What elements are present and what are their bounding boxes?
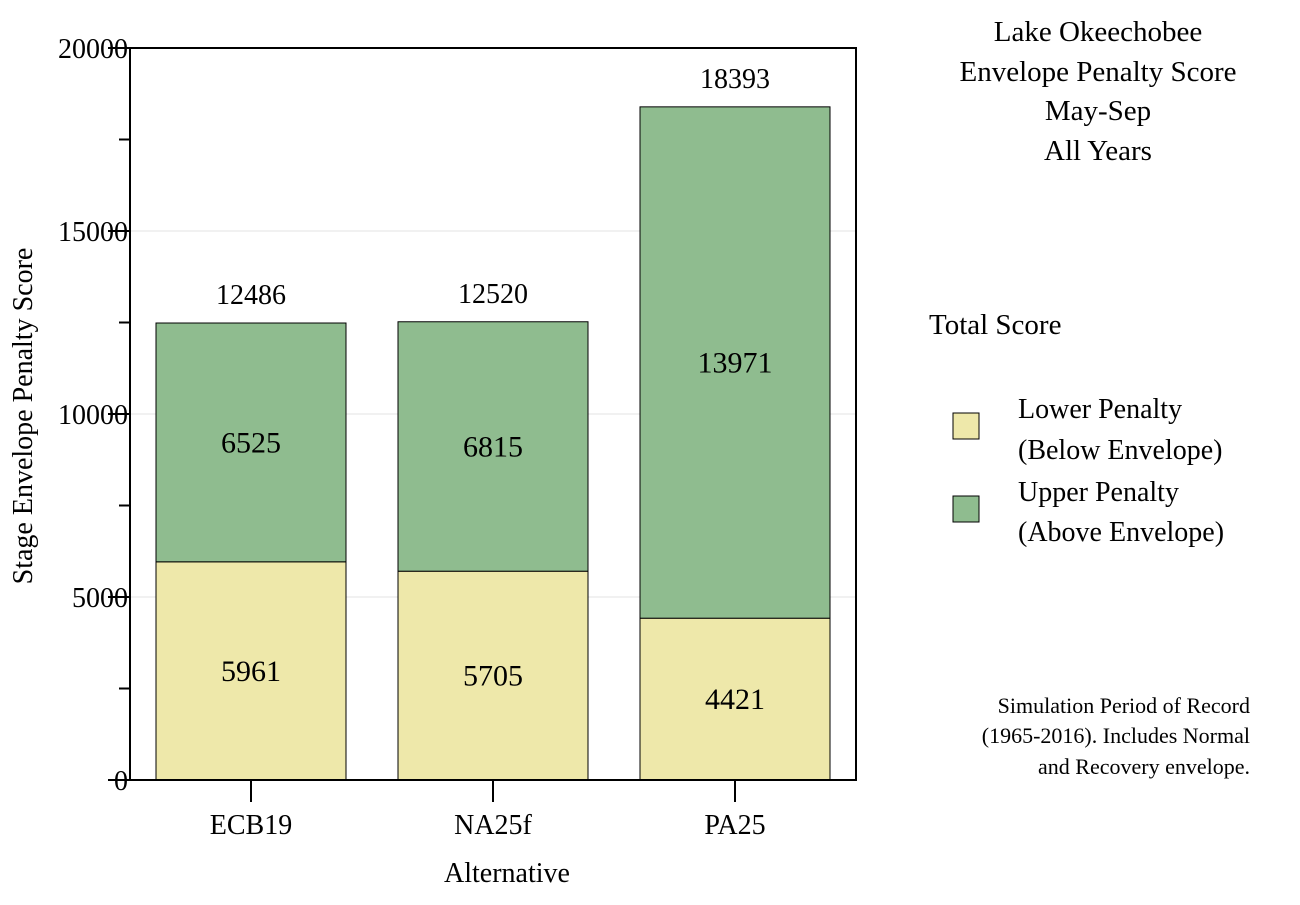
segment-label: 6815 — [463, 430, 523, 463]
legend-swatch-lower — [952, 412, 980, 440]
total-label: 12520 — [458, 279, 528, 310]
chart-title: Lake Okeechobee Envelope Penalty Score M… — [959, 16, 1236, 167]
segment-label: 5705 — [463, 660, 523, 693]
y-tick-label: 15000 — [58, 217, 128, 248]
bar-segment — [639, 106, 831, 619]
legend-label-lower: Lower Penalty — [1018, 394, 1182, 425]
y-tick-label: 5000 — [72, 583, 128, 614]
legend: Total Score Lower Penalty (Below Envelop… — [929, 309, 1224, 548]
total-label: 18393 — [700, 64, 770, 95]
note-line: Simulation Period of Record — [998, 693, 1250, 718]
total-label: 12486 — [216, 280, 286, 311]
y-tick-label: 10000 — [58, 400, 128, 431]
legend-label-upper: (Above Envelope) — [1018, 517, 1224, 548]
bar-segment — [155, 322, 347, 563]
x-tick-label: ECB19 — [210, 810, 292, 841]
title-line: May-Sep — [1045, 95, 1151, 127]
bars: 5961 6525 12486 5705 6815 12520 4421 13971 18393 — [155, 64, 831, 781]
axes: ECB19 NA25f PA25 0 5000 10000 15000 20000 — [58, 34, 766, 841]
y-tick-label: 20000 — [58, 34, 128, 65]
y-axis-title: Stage Envelope Penalty Score — [8, 248, 39, 585]
legend-title: Total Score — [929, 309, 1061, 341]
legend-swatch-upper — [952, 495, 980, 523]
footnote: Simulation Period of Record (1965-2016).… — [982, 693, 1250, 779]
note-line: and Recovery envelope. — [1038, 754, 1250, 779]
y-tick-label: 0 — [114, 766, 128, 797]
x-tick-label: PA25 — [704, 810, 765, 841]
bar-segment — [155, 561, 347, 781]
segment-label: 4421 — [705, 683, 765, 716]
legend-label-lower: (Below Envelope) — [1018, 435, 1223, 466]
title-line: All Years — [1044, 135, 1152, 167]
segment-label: 6525 — [221, 426, 281, 459]
x-tick-label: NA25f — [454, 810, 532, 841]
x-axis-title: Alternative — [444, 858, 570, 889]
legend-label-upper: Upper Penalty — [1018, 477, 1179, 508]
segment-label: 13971 — [698, 347, 773, 380]
segment-label: 5961 — [221, 655, 281, 688]
title-line: Envelope Penalty Score — [959, 56, 1236, 88]
note-line: (1965-2016). Includes Normal — [982, 723, 1250, 748]
title-line: Lake Okeechobee — [994, 16, 1203, 48]
bar-segment — [397, 570, 589, 781]
bar-segment — [397, 321, 589, 572]
